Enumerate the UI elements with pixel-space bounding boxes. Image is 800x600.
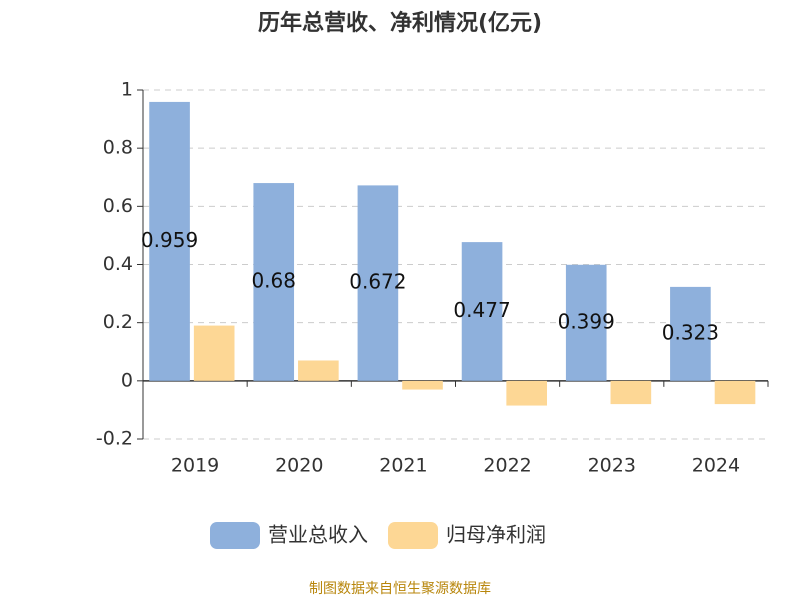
legend-swatch (388, 522, 438, 549)
y-tick-label: -0.2 (96, 428, 133, 450)
bar (565, 264, 607, 381)
x-tick-label: 2019 (171, 455, 219, 477)
x-tick-label: 2024 (692, 455, 740, 477)
data-label: 0.959 (141, 228, 198, 252)
legend-label: 归母净利润 (446, 523, 546, 547)
x-tick-label: 2022 (483, 455, 531, 477)
y-tick-label: 0.4 (103, 253, 133, 275)
bar (610, 380, 652, 405)
bar (506, 380, 547, 406)
legend-label: 营业总收入 (268, 523, 368, 547)
x-tick-label: 2021 (379, 455, 427, 477)
data-label: 0.323 (662, 320, 719, 344)
bar (298, 360, 339, 381)
bar (714, 380, 756, 405)
x-tick-label: 2023 (588, 455, 636, 477)
bar (193, 325, 235, 381)
y-tick-label: 0.8 (103, 137, 133, 159)
bar (149, 101, 190, 381)
bar (253, 183, 295, 381)
chart-title: 历年总营收、净利情况(亿元) (258, 10, 542, 36)
y-tick-label: 0 (121, 369, 133, 391)
data-label: 0.399 (558, 309, 615, 333)
y-tick-label: 0.2 (103, 311, 133, 333)
data-label: 0.477 (453, 298, 510, 322)
x-tick-label: 2020 (275, 455, 323, 477)
y-tick-label: 1 (121, 79, 133, 101)
bar (461, 242, 503, 381)
bar (402, 380, 443, 390)
bar (357, 185, 399, 381)
bar (670, 286, 711, 381)
y-tick-label: 0.6 (103, 195, 133, 217)
legend-swatch (210, 522, 260, 549)
source-note: 制图数据来自恒生聚源数据库 (309, 581, 491, 597)
data-label: 0.672 (349, 270, 406, 294)
data-label: 0.68 (251, 268, 296, 292)
